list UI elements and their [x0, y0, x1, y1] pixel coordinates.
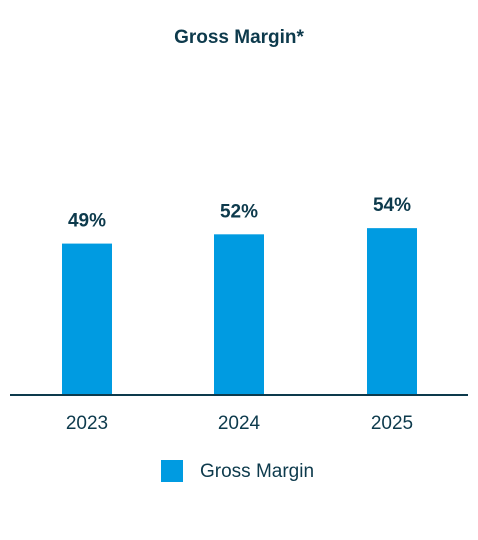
bar [367, 228, 417, 395]
chart-title: Gross Margin* [174, 27, 304, 48]
bar [62, 243, 112, 395]
x-tick-label: 2025 [371, 413, 413, 434]
x-tick-label: 2024 [218, 413, 261, 434]
legend-label: Gross Margin [200, 461, 314, 482]
x-tick-label: 2023 [66, 413, 108, 434]
bar [214, 234, 264, 395]
data-label: 52% [220, 201, 258, 222]
data-label: 49% [68, 211, 106, 232]
legend-swatch [161, 460, 183, 482]
data-label: 54% [373, 195, 411, 216]
